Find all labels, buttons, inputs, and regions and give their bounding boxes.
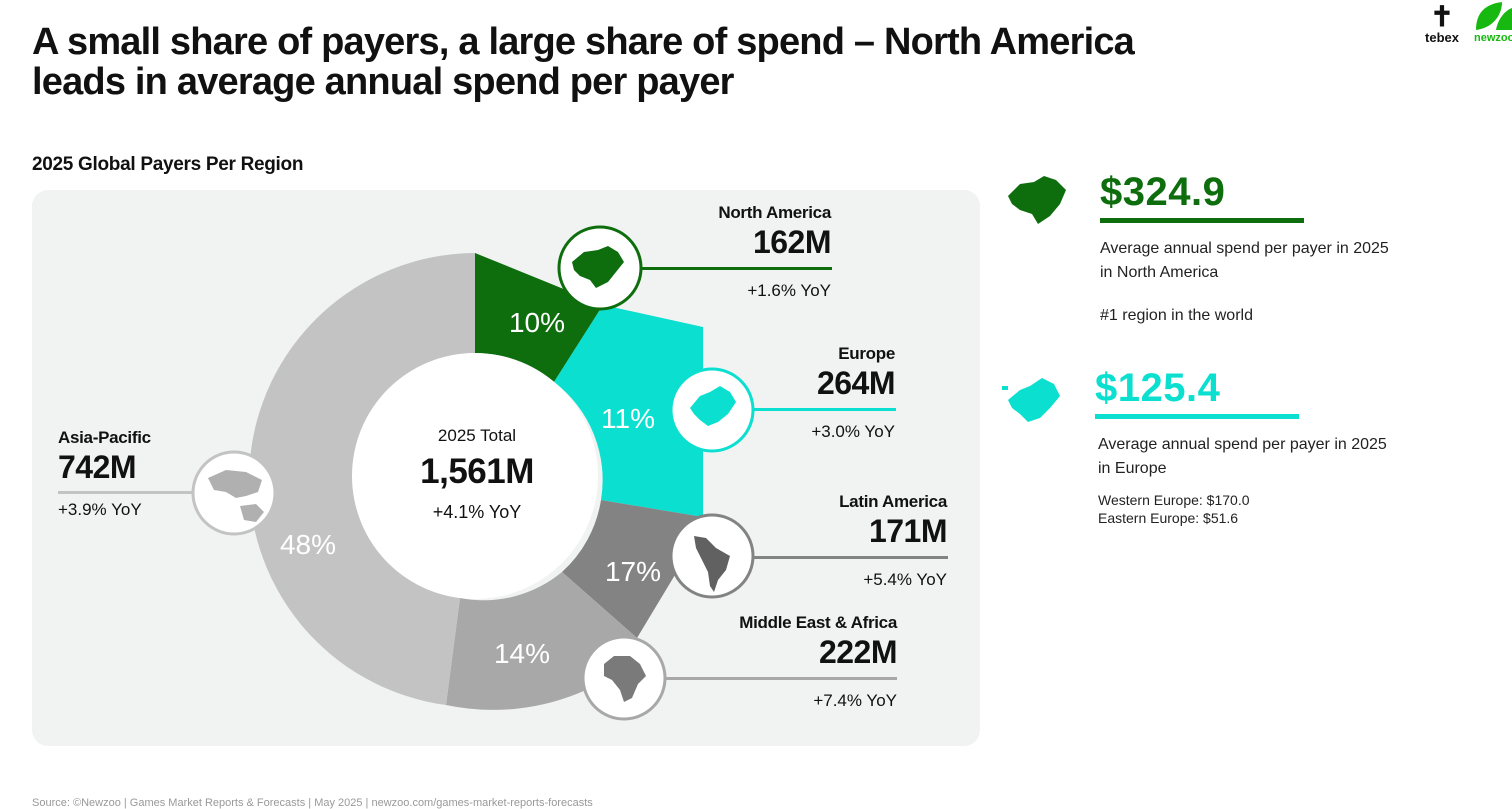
region-label-north-america: North America 162M +1.6% YoY — [718, 203, 831, 301]
spend-amount-europe: $125.4 — [1095, 366, 1221, 410]
region-yoy-asia-pacific: +3.9% YoY — [58, 500, 142, 519]
north-america-spend-map-icon — [1008, 176, 1066, 224]
region-payers-asia-pacific: 742M — [58, 449, 137, 485]
spend-north-america: $324.9 Average annual spend per payer in… — [1100, 168, 1389, 325]
leader-line-north-america — [641, 267, 832, 270]
spend-western-europe: Western Europe: $170.0 — [1098, 492, 1250, 508]
slice-europe — [554, 305, 703, 517]
slice-latin-america — [562, 500, 703, 638]
page-title: A small share of payers, a large share o… — [32, 22, 1282, 102]
region-label-europe: Europe 264M +3.0% YoY — [811, 344, 895, 442]
leader-line-asia-pacific — [58, 491, 194, 494]
center-title: 2025 Total — [437, 426, 517, 445]
europe-spend-map-icon — [1002, 378, 1060, 422]
region-name-europe: Europe — [838, 344, 895, 363]
spend-desc-europe-line2: in Europe — [1098, 460, 1167, 477]
pct-label-latin-america: 17% — [605, 556, 661, 587]
spend-eastern-europe: Eastern Europe: $51.6 — [1098, 510, 1239, 526]
spend-rank-north-america: #1 region in the world — [1100, 307, 1253, 324]
source-note: Source: ©Newzoo | Games Market Reports &… — [32, 797, 593, 809]
page-title-line-1: A small share of payers, a large share o… — [32, 21, 1135, 63]
asia-pacific-map-icon — [191, 450, 277, 536]
slice-north-america — [475, 253, 603, 382]
tebex-logo: ✝ tebex — [1418, 1, 1466, 46]
region-payers-north-america: 162M — [752, 224, 832, 260]
region-name-north-america: North America — [718, 203, 831, 222]
leader-line-latin-america — [753, 556, 948, 559]
region-label-asia-pacific: Asia-Pacific 742M +3.9% YoY — [58, 428, 151, 520]
pct-label-europe: 11% — [601, 403, 655, 434]
pct-label-asia-pacific: 48% — [280, 529, 336, 560]
region-payers-middle-east-africa: 222M — [818, 634, 898, 670]
region-name-asia-pacific: Asia-Pacific — [58, 428, 151, 447]
spend-desc-north-america-line2: in North America — [1100, 264, 1219, 281]
slice-asia-pacific — [249, 253, 475, 705]
donut-hole — [352, 353, 598, 599]
tebex-cross-icon: ✝ — [1430, 1, 1454, 32]
latin-america-map-icon — [669, 513, 755, 599]
spend-breakdown-europe: Western Europe: $170.0 Eastern Europe: $… — [1098, 491, 1387, 527]
spend-desc-north-america-line1: Average annual spend per payer in 2025 — [1100, 240, 1389, 257]
region-yoy-middle-east-africa: +7.4% YoY — [813, 691, 897, 710]
region-yoy-north-america: +1.6% YoY — [747, 281, 831, 300]
leader-line-middle-east-africa — [665, 677, 897, 680]
region-payers-latin-america: 171M — [868, 513, 948, 549]
spend-desc-europe-line1: Average annual spend per payer in 2025 — [1098, 436, 1387, 453]
region-name-latin-america: Latin America — [839, 492, 947, 511]
donut-center: 2025 Total 1,561M +4.1% YoY — [402, 426, 552, 523]
north-america-map-icon — [557, 225, 643, 311]
region-yoy-latin-america: +5.4% YoY — [863, 570, 947, 589]
region-name-middle-east-africa: Middle East & Africa — [739, 613, 897, 632]
pct-label-middle-east-africa: 14% — [494, 638, 550, 669]
region-label-middle-east-africa: Middle East & Africa 222M +7.4% YoY — [739, 613, 897, 711]
tebex-logo-text: tebex — [1425, 30, 1459, 45]
chart-title: 2025 Global Payers Per Region — [32, 154, 304, 175]
center-total: 1,561M — [420, 452, 534, 491]
spend-bar-europe — [1095, 414, 1299, 419]
spend-amount-north-america: $324.9 — [1100, 170, 1226, 214]
spend-bar-north-america — [1100, 218, 1304, 223]
europe-map-icon — [669, 367, 755, 453]
pct-label-north-america: 10% — [509, 307, 565, 338]
region-payers-europe: 264M — [816, 365, 896, 401]
center-yoy: +4.1% YoY — [432, 502, 522, 522]
spend-europe: $125.4 Average annual spend per payer in… — [1095, 364, 1387, 527]
region-label-latin-america: Latin America 171M +5.4% YoY — [839, 492, 947, 590]
page-title-line-2: leads in average annual spend per payer — [32, 61, 734, 103]
spend-desc-europe: Average annual spend per payer in 2025 i… — [1098, 433, 1387, 481]
newzoo-leaf-icon — [1476, 2, 1512, 30]
africa-map-icon — [581, 635, 667, 721]
leader-line-europe — [753, 408, 896, 411]
spend-desc-north-america: Average annual spend per payer in 2025 i… — [1100, 237, 1389, 285]
newzoo-logo-text: newzoo — [1474, 32, 1512, 44]
newzoo-logo: newzoo — [1472, 0, 1512, 46]
region-yoy-europe: +3.0% YoY — [811, 422, 895, 441]
